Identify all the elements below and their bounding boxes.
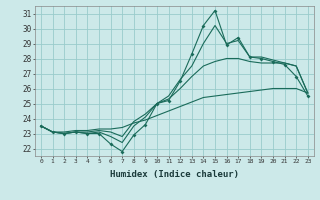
X-axis label: Humidex (Indice chaleur): Humidex (Indice chaleur) [110, 170, 239, 179]
